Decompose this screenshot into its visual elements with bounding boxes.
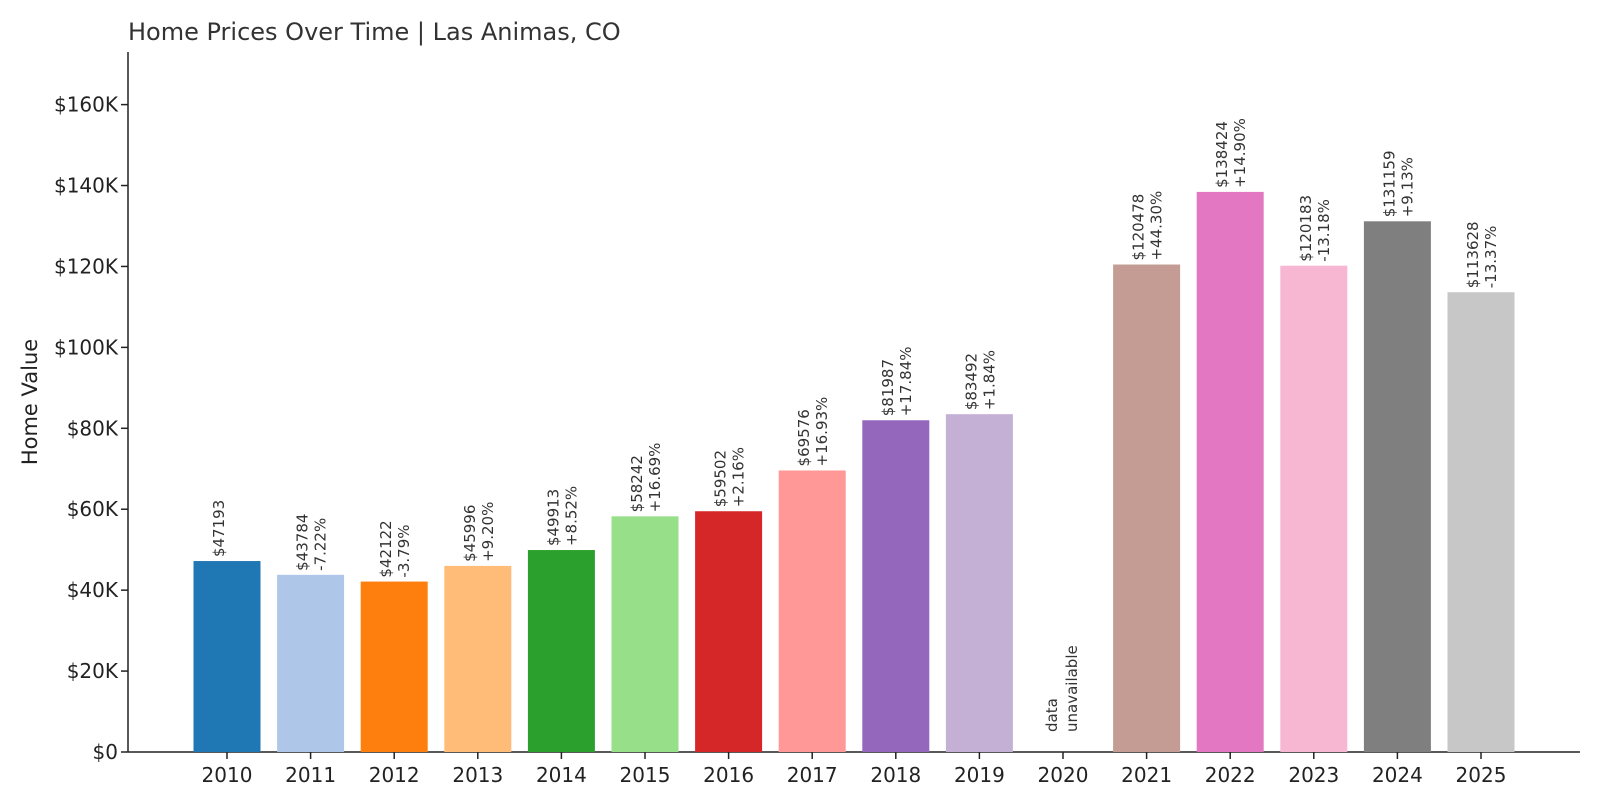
bar-label-2011: $43784-7.22% (294, 514, 330, 571)
bar-2021 (1113, 264, 1181, 752)
x-tick-label: 2016 (703, 763, 754, 787)
bar-value-label: $47193 (210, 500, 228, 557)
bar-2015 (611, 516, 679, 752)
bar-2013 (444, 565, 512, 752)
bar-value-label: $81987 (879, 359, 897, 416)
bar-label-2025: $113628-13.37% (1464, 221, 1500, 288)
bar-label-2017: $69576+16.93% (795, 397, 831, 467)
bar-change-label: -7.22% (312, 518, 330, 571)
y-tick-label: $120K (54, 254, 119, 278)
bar-value-label: $43784 (294, 514, 312, 571)
bar-change-label: +8.52% (562, 486, 580, 546)
bar-2024 (1363, 221, 1431, 753)
bar-change-label: -13.18% (1315, 199, 1333, 262)
chart-title: Home Prices Over Time | Las Animas, CO (128, 18, 621, 46)
unavailable-label-line: data (1043, 698, 1061, 732)
x-tick-label: 2020 (1038, 763, 1089, 787)
bar-labels: $47193 $43784-7.22% $42122-3.79% $45996+9.2… (210, 118, 1500, 732)
y-tick-label: $40K (67, 578, 119, 602)
x-axis: 2010 2011 2012 2013 2014 2015 2016 2017 2018 2019… (128, 751, 1580, 787)
bar-2012 (360, 581, 428, 752)
bar-series (193, 191, 1515, 753)
bar-change-label: +17.84% (897, 346, 915, 416)
bar-label-2023: $120183-13.18% (1297, 195, 1333, 262)
bar-change-label: +9.13% (1398, 157, 1416, 217)
y-tick-label: $20K (67, 659, 119, 683)
bar-change-label: +16.69% (646, 443, 664, 513)
bar-value-label: $120183 (1297, 195, 1315, 262)
bar-2018 (862, 420, 930, 752)
bar-2023 (1280, 265, 1348, 752)
bar-value-label: $45996 (461, 505, 479, 562)
bar-value-label: $138424 (1213, 121, 1231, 188)
bar-value-label: $58242 (628, 455, 646, 512)
x-tick-label: 2021 (1121, 763, 1172, 787)
y-tick-label: $80K (67, 416, 119, 440)
bar-label-2012: $42122-3.79% (377, 520, 413, 577)
y-tick-label: $100K (54, 335, 119, 359)
y-tick-label: $60K (67, 497, 119, 521)
bar-change-label: -3.79% (395, 524, 413, 577)
y-tick-label: $0 (93, 740, 118, 764)
bar-change-label: +16.93% (813, 397, 831, 467)
bar-label-2015: $58242+16.69% (628, 443, 664, 513)
bar-2022 (1196, 191, 1264, 752)
x-tick-label: 2010 (202, 763, 253, 787)
x-tick-label: 2024 (1372, 763, 1423, 787)
x-tick-label: 2012 (369, 763, 420, 787)
bar-value-label: $83492 (962, 353, 980, 410)
bar-change-label: +9.20% (479, 502, 497, 562)
bar-label-2018: $81987+17.84% (879, 346, 915, 416)
bar-value-label: $42122 (377, 520, 395, 577)
x-tick-label: 2023 (1288, 763, 1339, 787)
bar-change-label: +2.16% (730, 447, 748, 507)
bar-2025 (1447, 292, 1515, 752)
x-tick-label: 2018 (870, 763, 921, 787)
bar-2014 (527, 550, 595, 752)
bar-value-label: $113628 (1464, 221, 1482, 288)
x-tick-label: 2025 (1456, 763, 1507, 787)
x-tick-label: 2015 (620, 763, 671, 787)
bar-2016 (695, 511, 763, 752)
x-tick-label: 2013 (452, 763, 503, 787)
bar-label-2010: $47193 (210, 500, 228, 557)
bar-label-2019: $83492+1.84% (962, 350, 998, 410)
bar-label-2016: $59502+2.16% (712, 447, 748, 507)
bar-label-2014: $49913+8.52% (544, 486, 580, 546)
bar-label-2013: $45996+9.20% (461, 502, 497, 562)
bar-change-label: +44.30% (1148, 191, 1166, 261)
bar-label-2021: $120478+44.30% (1130, 191, 1166, 261)
bar-2011 (277, 574, 345, 752)
bar-label-2024: $131159+9.13% (1380, 150, 1416, 217)
bar-2010 (193, 561, 261, 752)
x-tick-label: 2017 (787, 763, 838, 787)
y-tick-label: $140K (54, 174, 119, 198)
x-tick-label: 2022 (1205, 763, 1256, 787)
bar-2019 (945, 414, 1013, 752)
x-tick-label: 2019 (954, 763, 1005, 787)
x-tick-label: 2011 (285, 763, 336, 787)
y-tick-label: $160K (54, 93, 119, 117)
bar-value-label: $120478 (1130, 194, 1148, 261)
unavailable-label-line: unavailable (1063, 645, 1081, 732)
bar-value-label: $131159 (1380, 150, 1398, 217)
bar-value-label: $59502 (712, 450, 730, 507)
bar-change-label: +1.84% (980, 350, 998, 410)
unavailable-label: data unavailable (1043, 645, 1081, 732)
bar-2017 (778, 470, 846, 752)
bar-change-label: +14.90% (1231, 118, 1249, 188)
bar-value-label: $69576 (795, 409, 813, 466)
bar-value-label: $49913 (544, 489, 562, 546)
x-tick-label: 2014 (536, 763, 587, 787)
y-axis-title: Home Value (18, 339, 42, 465)
y-axis: $0 $20K $40K $60K $80K $100K $120K $140K $160K (54, 52, 129, 764)
bar-label-2022: $138424+14.90% (1213, 118, 1249, 188)
bar-change-label: -13.37% (1482, 226, 1500, 289)
